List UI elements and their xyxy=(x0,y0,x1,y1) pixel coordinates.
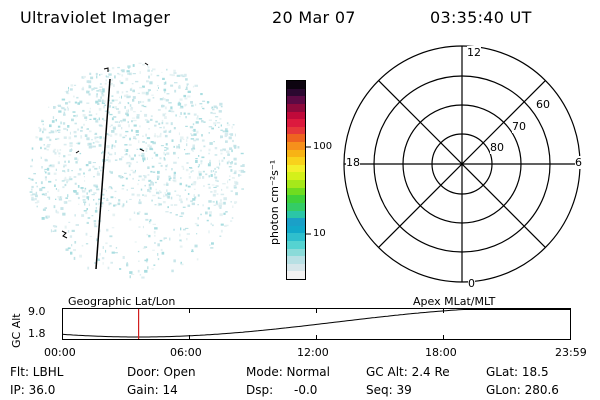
colorbar-segment xyxy=(287,126,305,135)
seq-status: Seq: 39 xyxy=(366,383,412,397)
ip-status: IP: 36.0 xyxy=(10,383,56,397)
colorbar-segment xyxy=(287,218,305,226)
timeline-ylabel: GC Alt xyxy=(10,313,23,348)
colorbar-segment xyxy=(287,134,305,143)
colorbar-segment xyxy=(287,157,305,165)
glon-status: GLon: 280.6 xyxy=(486,383,559,397)
lat-label-70: 70 xyxy=(512,120,526,133)
dsp-label: Dsp: xyxy=(246,383,274,397)
colorbar-tick-marks xyxy=(306,146,311,235)
polar-mlt-plot xyxy=(343,45,581,283)
colorbar-segment xyxy=(287,172,305,181)
edge-mark xyxy=(61,230,68,239)
mlt-label-12: 12 xyxy=(467,46,481,59)
colorbar-tick-10: 10 xyxy=(313,228,326,239)
edge-mark xyxy=(75,150,80,154)
colorbar-tick-100: 100 xyxy=(313,141,333,152)
mode-status: Mode: Normal xyxy=(246,365,330,379)
geographic-uv-image xyxy=(28,62,246,279)
altitude-curve xyxy=(62,309,571,338)
colorbar-segment xyxy=(287,96,305,104)
date-label: 20 Mar 07 xyxy=(272,8,356,27)
colorbar-segment xyxy=(287,81,305,89)
mlt-label-18: 18 xyxy=(346,156,360,169)
gc-alt-status: GC Alt: 2.4 Re xyxy=(366,365,450,379)
colorbar-segment xyxy=(287,202,305,211)
dsp-value: -0.0 xyxy=(294,383,318,397)
timeline-xtick-1800: 18:00 xyxy=(425,346,457,359)
lat-label-60: 60 xyxy=(536,98,550,111)
colorbar-segment xyxy=(287,225,305,234)
edge-mark xyxy=(139,148,145,152)
colorbar-segment xyxy=(287,180,305,188)
edge-mark xyxy=(103,67,109,72)
colorbar-segment xyxy=(287,263,305,272)
colorbar-segment xyxy=(287,142,305,150)
colorbar-segment xyxy=(287,111,305,120)
colorbar-segment xyxy=(287,88,305,97)
timeline-plot xyxy=(62,308,571,340)
uv-emission-speckles xyxy=(28,62,246,279)
gain-status: Gain: 14 xyxy=(127,383,178,397)
colorbar-segment xyxy=(287,233,305,241)
timeline-ytick-9: 9.0 xyxy=(28,305,46,318)
colorbar-segment xyxy=(287,195,305,203)
timeline-right-title: Apex MLat/MLT xyxy=(413,295,496,308)
instrument-title: Ultraviolet Imager xyxy=(20,8,171,27)
mlt-label-6: 6 xyxy=(575,156,582,169)
glat-status: GLat: 18.5 xyxy=(486,365,549,379)
door-status: Door: Open xyxy=(127,365,196,379)
colorbar-segment xyxy=(287,248,305,257)
timeline-xtick-0000: 00:00 xyxy=(44,346,76,359)
colorbar-segment xyxy=(287,240,305,249)
mlt-label-0: 0 xyxy=(468,277,475,290)
timeline-left-title: Geographic Lat/Lon xyxy=(68,295,176,308)
timeline-xtick-0600: 06:00 xyxy=(170,346,202,359)
diagonal-line xyxy=(378,80,546,248)
colorbar-segment xyxy=(287,210,305,219)
colorbar-segment xyxy=(287,103,305,112)
color-scale-bar xyxy=(286,80,306,280)
colorbar-segment xyxy=(287,271,305,279)
colorbar-segment xyxy=(287,119,305,127)
timeline-xtick-2359: 23:59 xyxy=(555,346,587,359)
terminator-line xyxy=(95,78,111,270)
timeline-xtick-1200: 12:00 xyxy=(297,346,329,359)
timeline-ytick-1.8: 1.8 xyxy=(28,327,46,340)
filter-status: Flt: LBHL xyxy=(10,365,64,379)
colorbar-segment xyxy=(287,256,305,264)
colorbar-segment xyxy=(287,187,305,196)
colorbar-segment xyxy=(287,149,305,158)
colorbar-segment xyxy=(287,164,305,173)
lat-label-80: 80 xyxy=(490,141,504,154)
timeline-x-ticks xyxy=(62,309,571,339)
edge-mark xyxy=(144,62,149,66)
colorbar-label: photon cm⁻²s⁻¹ xyxy=(268,159,281,245)
time-label: 03:35:40 UT xyxy=(430,8,532,27)
